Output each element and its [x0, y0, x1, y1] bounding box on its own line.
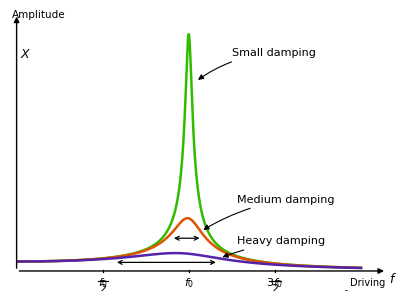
- Text: Medium damping: Medium damping: [204, 195, 334, 229]
- Text: $2$: $2$: [99, 282, 107, 291]
- Text: $f_0$: $f_0$: [184, 276, 194, 290]
- Text: $f$: $f$: [388, 272, 396, 286]
- Text: Small damping: Small damping: [199, 48, 316, 79]
- Text: Heavy damping: Heavy damping: [224, 236, 325, 257]
- Text: $X$: $X$: [20, 48, 31, 61]
- Text: Amplitude: Amplitude: [12, 10, 65, 20]
- Text: Driving
frequency: Driving frequency: [344, 278, 392, 291]
- Text: $3f_0$: $3f_0$: [266, 276, 284, 290]
- Text: $f_0$: $f_0$: [98, 276, 108, 290]
- Text: $2$: $2$: [271, 282, 279, 291]
